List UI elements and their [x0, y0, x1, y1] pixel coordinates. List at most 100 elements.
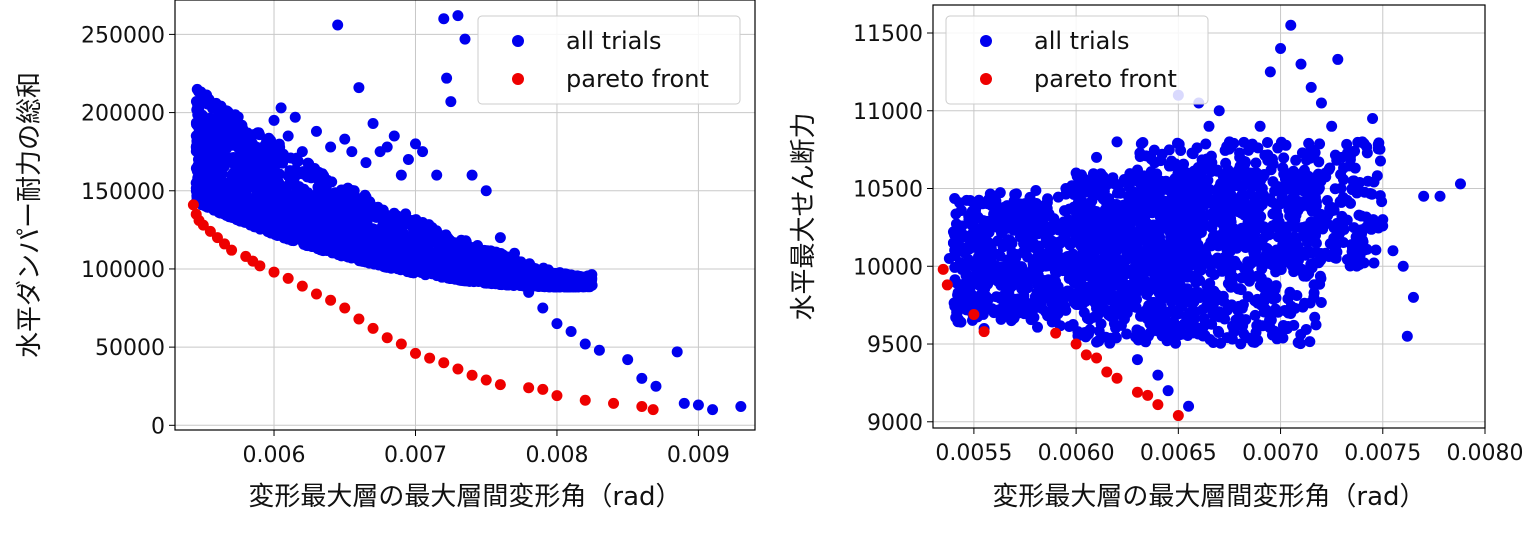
- scatter-point: [1092, 179, 1104, 191]
- scatter-point: [1306, 262, 1318, 274]
- scatter-point: [244, 143, 256, 155]
- point-all-trials: [1377, 214, 1389, 226]
- scatter-point: [1335, 182, 1347, 194]
- point-all-trials: [968, 260, 980, 272]
- scatter-point: [1146, 264, 1158, 276]
- scatter-point: [1308, 201, 1320, 213]
- scatter-point: [293, 187, 305, 199]
- scatter-point: [303, 230, 315, 242]
- scatter-point: [1207, 337, 1219, 349]
- scatter-point: [1174, 188, 1186, 200]
- scatter-point: [966, 274, 978, 286]
- scatter-point: [1074, 228, 1086, 240]
- scatter-point: [952, 289, 964, 301]
- scatter-point: [1104, 337, 1116, 349]
- scatter-point: [571, 270, 583, 282]
- point-all-trials: [1131, 354, 1143, 366]
- scatter-point: [1218, 252, 1230, 264]
- point-all-trials: [303, 161, 315, 173]
- scatter-point: [511, 262, 523, 274]
- scatter-point: [444, 241, 456, 253]
- point-pareto-front: [187, 199, 199, 211]
- scatter-point: [1371, 170, 1383, 182]
- point-pareto-front: [226, 244, 238, 256]
- scatter-point: [1201, 280, 1213, 292]
- scatter-point: [316, 194, 328, 206]
- scatter-point: [1018, 302, 1030, 314]
- scatter-point: [1084, 292, 1096, 304]
- left-x-axis-label: 変形最大層の最大層間変形角（rad）: [248, 482, 681, 512]
- scatter-point: [1218, 296, 1230, 308]
- scatter-point: [1331, 246, 1343, 258]
- point-all-trials: [1162, 385, 1174, 397]
- scatter-point: [310, 222, 322, 234]
- point-pareto-front: [537, 383, 549, 395]
- scatter-point: [264, 178, 276, 190]
- scatter-point: [1196, 175, 1208, 187]
- left-legend-label-pareto-front: pareto front: [566, 65, 709, 93]
- scatter-point: [1062, 214, 1074, 226]
- scatter-point: [1088, 273, 1100, 285]
- scatter-point: [949, 192, 961, 204]
- point-pareto-front: [1101, 366, 1113, 378]
- scatter-point: [231, 203, 243, 215]
- right-x-ticks: 0.0055 0.0060 0.0065 0.0070 0.0075 0.0080: [935, 428, 1523, 466]
- point-pareto-front: [1152, 399, 1164, 411]
- left-legend-marker-pareto-front: [512, 73, 524, 85]
- point-all-trials: [1356, 136, 1368, 148]
- scatter-point: [1165, 155, 1177, 167]
- scatter-point: [1361, 147, 1373, 159]
- scatter-point: [1163, 289, 1175, 301]
- point-all-trials: [1244, 167, 1256, 179]
- scatter-point: [1284, 248, 1296, 260]
- point-all-trials: [1295, 58, 1307, 70]
- scatter-point: [1032, 321, 1044, 333]
- scatter-point: [1205, 150, 1217, 162]
- scatter-point: [536, 280, 548, 292]
- scatter-point: [283, 232, 295, 244]
- point-pareto-front: [339, 302, 351, 314]
- scatter-point: [1089, 254, 1101, 266]
- scatter-point: [1200, 210, 1212, 222]
- scatter-point: [202, 201, 214, 213]
- scatter-point: [420, 234, 432, 246]
- scatter-point: [370, 240, 382, 252]
- scatter-point: [248, 128, 260, 140]
- scatter-point: [1104, 294, 1116, 306]
- x-tick-label: 0.008: [525, 443, 588, 468]
- point-pareto-front: [579, 394, 591, 406]
- scatter-point: [1037, 280, 1049, 292]
- point-all-trials: [1050, 276, 1062, 288]
- scatter-point: [400, 208, 412, 220]
- scatter-point: [1106, 271, 1118, 283]
- point-all-trials: [197, 157, 209, 169]
- scatter-point: [1023, 234, 1035, 246]
- scatter-point: [1353, 259, 1365, 271]
- scatter-point: [586, 272, 598, 284]
- left-legend-box: [477, 15, 741, 105]
- scatter-point: [1189, 306, 1201, 318]
- scatter-point: [1135, 195, 1147, 207]
- scatter-point: [1093, 335, 1105, 347]
- scatter-point: [1370, 244, 1382, 256]
- scatter-point: [1175, 144, 1187, 156]
- point-pareto-front: [1091, 352, 1103, 364]
- point-all-trials: [240, 174, 252, 186]
- point-all-trials: [1203, 120, 1215, 132]
- scatter-point: [1230, 237, 1242, 249]
- point-pareto-front: [968, 308, 980, 320]
- scatter-point: [1135, 208, 1147, 220]
- left-chart: 0.006 0.007 0.008 0.009 0500001000001500002…: [15, 0, 756, 512]
- x-tick-label: 0.0055: [935, 441, 1012, 466]
- scatter-point: [232, 111, 244, 123]
- point-all-trials: [480, 185, 492, 197]
- point-all-trials: [1183, 400, 1195, 412]
- scatter-point: [221, 192, 233, 204]
- scatter-point: [424, 249, 436, 261]
- point-pareto-front: [282, 272, 294, 284]
- scatter-point: [1256, 199, 1268, 211]
- scatter-point: [1325, 205, 1337, 217]
- point-all-trials: [1285, 19, 1297, 31]
- scatter-point: [1153, 287, 1165, 299]
